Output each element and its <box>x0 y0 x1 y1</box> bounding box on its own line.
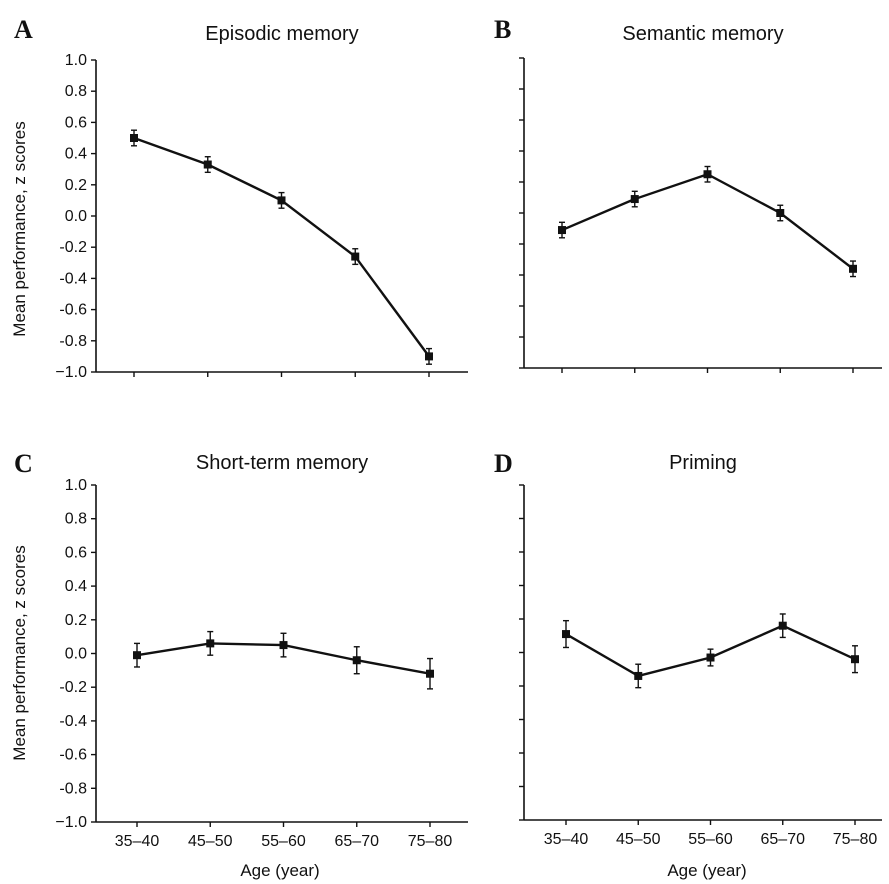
panel-c-data-point <box>352 656 361 665</box>
panel-c-y-tick-label: 0.2 <box>65 612 87 629</box>
panel-d-x-tick-label: 75–80 <box>833 831 878 848</box>
panel-c-data-point <box>279 641 288 650</box>
panel-a-y-tick-label: 0.4 <box>65 146 87 163</box>
panel-d-x-tick-label: 55–60 <box>688 831 733 848</box>
panel-a-y-tick-label: 0.6 <box>65 114 87 131</box>
panel-c-y-tick-label: 0.8 <box>65 511 87 528</box>
panel-a-data-point <box>425 352 433 361</box>
panel-a-y-tick-label: -0.6 <box>59 302 87 319</box>
panel-a-y-tick-label: -0.8 <box>59 333 87 350</box>
panel-a-y-tick-label: 0.0 <box>65 208 87 225</box>
y-axis-label-bottom: Mean performance, z scores <box>10 545 29 760</box>
x-axis-label-right: Age (year) <box>667 861 746 880</box>
panel-a-data-point <box>130 134 138 142</box>
panel-c-x-tick-label: 35–40 <box>115 833 160 850</box>
panel-d-x-tick-label: 35–40 <box>544 831 589 848</box>
panel-c-y-tick-label: -0.6 <box>59 747 87 764</box>
panel-title-b: Semantic memory <box>622 23 783 45</box>
panel-d-data-point <box>562 630 570 639</box>
panel-b-plot <box>519 57 882 373</box>
panel-c-y-tick-label: 1.0 <box>65 477 87 494</box>
panel-a-y-tick-label: 0.8 <box>65 83 87 100</box>
y-axis-label-top: Mean performance, z scores <box>10 121 29 336</box>
panel-c-data-point <box>426 669 434 678</box>
panel-c-x-tick-label: 65–70 <box>335 833 380 850</box>
panel-b-series-line <box>561 172 854 270</box>
panel-c-data-point <box>133 651 141 660</box>
panel-letter-b: B <box>494 15 511 44</box>
panel-a-data-point <box>277 196 286 205</box>
panel-d-x-tick-label: 45–50 <box>616 831 661 848</box>
panel-c-x-tick-label: 45–50 <box>188 833 233 850</box>
panel-a-data-point <box>203 160 212 169</box>
panel-letter-a: A <box>14 15 33 44</box>
panel-c-data-point <box>206 639 215 648</box>
panel-b-data-point <box>849 264 857 273</box>
panel-c-y-tick-label: -0.2 <box>59 679 87 696</box>
panel-letter-c: C <box>14 449 33 478</box>
panel-c-y-tick-label: 0.6 <box>65 544 87 561</box>
panel-c-x-tick-label: 75–80 <box>408 833 453 850</box>
panel-d-data-point <box>706 653 715 662</box>
panel-d-data-point <box>634 671 643 680</box>
panel-c-y-tick-label: -0.4 <box>59 713 87 730</box>
panel-a-y-tick-label: −1.0 <box>55 364 87 381</box>
panel-d-data-point <box>851 655 859 664</box>
panel-b-data-point <box>558 226 566 235</box>
panel-a-plot: 1.0 0.8 0.6 0.4 0.2 0.0 -0.2 -0.4 -0.6 -0.8 −1.0 <box>55 52 468 381</box>
panel-c-y-tick-label: 0.0 <box>65 646 87 663</box>
panel-c-y-tick-label: -0.8 <box>59 780 87 797</box>
panel-a-data-point <box>351 252 360 261</box>
panel-a-y-tick-label: 1.0 <box>65 52 87 69</box>
panel-a-y-tick-label: -0.4 <box>59 270 87 287</box>
panel-d-data-point <box>778 621 787 630</box>
panel-a-y-tick-label: -0.2 <box>59 239 87 256</box>
panel-c-y-tick-label: 0.4 <box>65 578 87 595</box>
plot-layer: 1.00.80.60.40.20.0-0.2-0.4-0.6-0.8−1.01.… <box>55 52 882 850</box>
panel-b-data-point <box>630 195 639 204</box>
panel-title-a: Episodic memory <box>205 23 358 45</box>
panel-c-x-tick-label: 55–60 <box>261 833 306 850</box>
panel-c-y-tick-label: −1.0 <box>55 814 87 831</box>
panel-title-c: Short-term memory <box>196 452 368 474</box>
x-axis-label-left: Age (year) <box>240 861 319 880</box>
panel-title-d: Priming <box>669 452 737 474</box>
panel-d-plot: 35–40 45–50 55–60 65–70 75–80 <box>519 484 882 848</box>
panel-b-data-point <box>776 209 785 217</box>
panel-a-y-tick-label: 0.2 <box>65 177 87 194</box>
panel-d-x-tick-label: 65–70 <box>761 831 806 848</box>
panel-b-data-point <box>703 170 712 179</box>
panel-a-series-line <box>133 136 430 358</box>
panel-letter-d: D <box>494 449 513 478</box>
panel-c-plot: 1.0 0.8 0.6 0.4 0.2 0.0 -0.2 -0.4 -0.6 -0.8 −1.0 35… <box>55 477 468 850</box>
